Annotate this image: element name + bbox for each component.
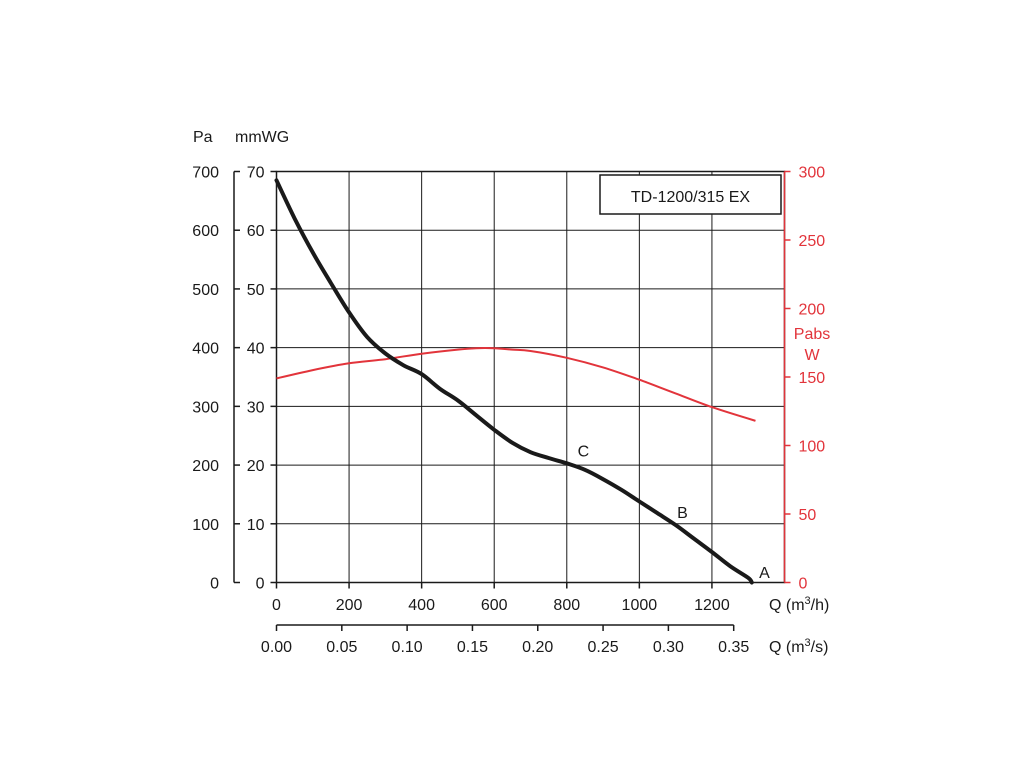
flow-mh-tick-label: 800 — [553, 597, 580, 614]
curve-point-label-c: C — [578, 443, 590, 460]
mmwg-tick-label: 20 — [247, 458, 265, 475]
pa-tick-label: 600 — [192, 223, 219, 240]
flow-ms-tick-label: 0.30 — [653, 639, 684, 656]
mmwg-tick-label: 70 — [247, 165, 265, 182]
flow-ms-tick-label: 0.35 — [718, 639, 749, 656]
flow-mh-axis-label: Q (m3/h) — [769, 595, 829, 614]
flow-ms-tick-label: 0.20 — [522, 639, 553, 656]
power-tick-label: 100 — [799, 439, 826, 456]
flow-ms-tick-label: 0.25 — [588, 639, 619, 656]
power-tick-label: 300 — [799, 165, 826, 182]
model-label-frame — [599, 174, 782, 215]
flow-ms-axis-label: Q (m3/s) — [769, 637, 828, 656]
pa-tick-label: 200 — [192, 458, 219, 475]
power-axis-label: Pabs — [794, 326, 830, 343]
power-tick-label: 0 — [799, 576, 808, 593]
flow-mh-tick-label: 600 — [481, 597, 508, 614]
mmwg-tick-label: 30 — [247, 399, 265, 416]
series — [274, 178, 756, 585]
power-tick-label: 250 — [799, 233, 826, 250]
curve-point-label-b: B — [677, 505, 688, 522]
power-tick-label: 150 — [799, 370, 826, 387]
grid — [276, 171, 785, 583]
mmwg-tick-label: 0 — [256, 576, 265, 593]
pa-axis-label: Pa — [193, 129, 213, 146]
curve-point-labels: A B C — [578, 443, 770, 582]
pa-tick-label: 300 — [192, 399, 219, 416]
pressure-curve — [274, 178, 754, 585]
power-axis-unit: W — [804, 347, 820, 364]
pa-tick-label: 400 — [192, 341, 219, 358]
flow-mh-tick-label: 200 — [336, 597, 363, 614]
flow-mh-tick-label: 0 — [272, 597, 281, 614]
flow-mh-tick-label: 1200 — [694, 597, 730, 614]
mmwg-tick-label: 40 — [247, 341, 265, 358]
chart-title: TD-1200/315 EX — [631, 189, 751, 206]
power-tick-label: 50 — [799, 507, 817, 524]
mmwg-tick-label: 10 — [247, 517, 265, 534]
mmwg-axis-label: mmWG — [235, 129, 289, 146]
plot-frame — [275, 170, 786, 584]
pa-tick-label: 100 — [192, 517, 219, 534]
flow-ms-tick-label: 0.05 — [326, 639, 357, 656]
mmwg-tick-label: 50 — [247, 282, 265, 299]
curve-point-label-a: A — [759, 565, 770, 582]
flow-mh-tick-label: 1000 — [622, 597, 658, 614]
pa-tick-label: 700 — [192, 165, 219, 182]
mmwg-tick-label: 60 — [247, 223, 265, 240]
flow-ms-tick-label: 0.10 — [392, 639, 423, 656]
pa-tick-label: 500 — [192, 282, 219, 299]
axes: 0100200300400500600700Pa010203040506070m… — [192, 129, 830, 656]
flow-ms-tick-label: 0.00 — [261, 639, 292, 656]
model-label-box: TD-1200/315 EX — [599, 174, 782, 215]
flow-ms-tick-label: 0.15 — [457, 639, 488, 656]
power-tick-label: 200 — [799, 302, 826, 319]
flow-mh-tick-label: 400 — [408, 597, 435, 614]
pa-tick-label: 0 — [210, 576, 219, 593]
power-curve — [276, 347, 756, 422]
